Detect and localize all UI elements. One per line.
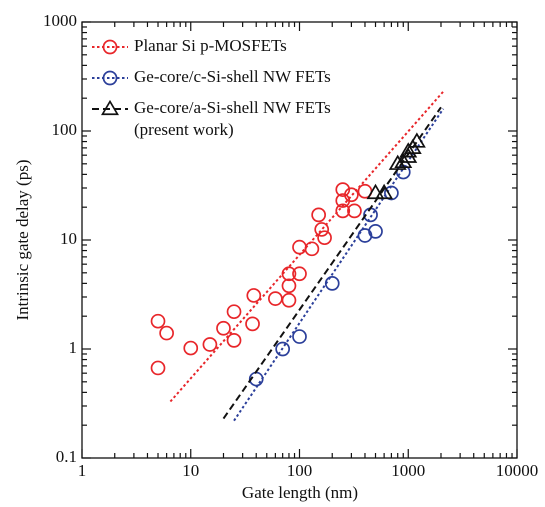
marker-circle — [183, 340, 199, 356]
marker-circle — [246, 288, 262, 303]
marker-triangle — [375, 183, 394, 200]
x-tick-label: 1 — [78, 461, 87, 480]
marker-triangle — [366, 183, 385, 200]
marker-circle — [159, 325, 174, 341]
marker-circle — [335, 203, 351, 219]
y-tick-label: 0.1 — [56, 447, 77, 466]
marker-circle — [226, 304, 242, 320]
legend-marker — [102, 39, 118, 55]
marker-circle — [281, 266, 297, 282]
marker-circle — [314, 222, 330, 237]
y-tick-label: 100 — [52, 120, 78, 139]
legend-note: (present work) — [134, 120, 234, 139]
marker-circle — [344, 187, 359, 203]
marker-circle — [335, 182, 351, 197]
marker-circle — [384, 185, 399, 201]
legend-marker — [101, 99, 119, 116]
marker-circle — [292, 266, 307, 282]
marker-circle — [317, 230, 332, 246]
marker-circle — [150, 360, 166, 376]
marker-circle — [275, 341, 291, 357]
marker-circle — [292, 239, 307, 255]
marker-triangle — [399, 147, 418, 163]
legend-label: Planar Si p-MOSFETs — [134, 36, 287, 55]
marker-circle — [281, 292, 297, 308]
x-tick-label: 10000 — [496, 461, 539, 480]
marker-circle — [268, 291, 283, 306]
marker-circle — [311, 207, 326, 223]
y-tick-label: 1000 — [43, 11, 77, 30]
marker-circle — [292, 329, 307, 344]
x-tick-label: 100 — [287, 461, 313, 480]
marker-circle — [368, 224, 383, 239]
marker-circle — [245, 316, 260, 332]
fit-line — [169, 90, 445, 403]
x-axis-label: Gate length (nm) — [242, 483, 358, 502]
legend-label: Ge-core/a-Si-shell NW FETs — [134, 98, 331, 117]
marker-circle — [226, 333, 242, 348]
marker-circle — [202, 337, 218, 352]
legend-label: Ge-core/c-Si-shell NW FETs — [134, 67, 331, 86]
marker-circle — [216, 320, 231, 336]
marker-circle — [281, 278, 297, 294]
marker-circle — [150, 313, 166, 329]
y-tick-label: 1 — [69, 338, 78, 357]
marker-triangle — [407, 132, 426, 148]
legend-marker — [102, 70, 118, 86]
marker-triangle — [399, 142, 418, 158]
marker-triangle — [394, 152, 413, 169]
y-tick-label: 10 — [60, 229, 77, 248]
marker-circle — [304, 241, 320, 257]
x-tick-label: 10 — [182, 461, 199, 480]
x-tick-label: 1000 — [391, 461, 425, 480]
marker-circle — [347, 203, 362, 219]
y-axis-label: Intrinsic gate delay (ps) — [13, 160, 32, 321]
marker-circle — [324, 276, 340, 291]
fit-line — [222, 106, 442, 420]
